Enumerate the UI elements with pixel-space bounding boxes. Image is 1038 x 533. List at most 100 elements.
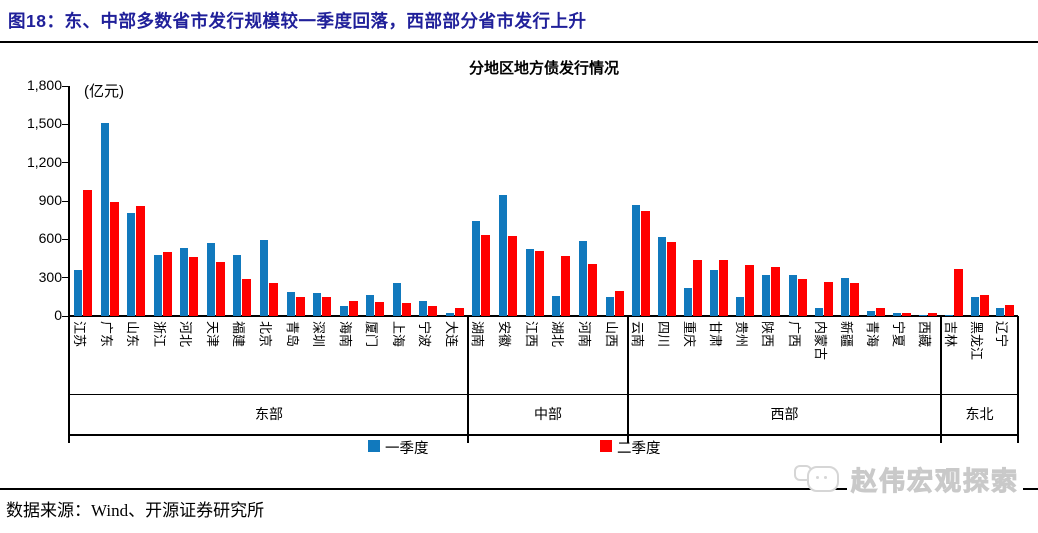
y-tick-mark <box>62 200 68 202</box>
bar-q1-江苏 <box>74 270 83 316</box>
x-category-label: 吉林 <box>942 321 958 348</box>
x-category-label: 大连 <box>443 321 459 348</box>
x-category-label: 宁波 <box>417 321 433 348</box>
bar-q2-青岛 <box>295 296 305 316</box>
bar-q1-大连 <box>445 313 454 316</box>
x-category-label: 江苏 <box>72 321 88 348</box>
y-axis-unit-label: (亿元) <box>84 83 124 100</box>
bar-q2-西藏 <box>927 313 937 316</box>
x-category-label: 广西 <box>786 321 802 348</box>
x-category-label: 浙江 <box>151 321 167 348</box>
bar-q2-吉林 <box>953 269 963 316</box>
x-category-label: 西藏 <box>916 321 932 348</box>
bar-q1-山东 <box>127 212 136 316</box>
x-category-label: 陕西 <box>760 321 776 348</box>
y-tick-mark <box>62 123 68 125</box>
legend-label-二季度: 二季度 <box>617 441 661 457</box>
bar-q2-黑龙江 <box>979 294 989 316</box>
bar-q1-陕西 <box>762 275 771 316</box>
header-divider-line <box>0 41 1038 43</box>
y-tick-label: 1,200 <box>26 153 62 170</box>
bar-q1-辽宁 <box>996 308 1005 316</box>
bar-q1-山西 <box>605 296 614 316</box>
bar-q1-海南 <box>339 306 348 316</box>
bar-q2-福建 <box>242 278 252 316</box>
x-category-label: 山西 <box>603 321 619 348</box>
x-category-label: 厦门 <box>364 321 380 348</box>
x-category-label: 甘肃 <box>708 321 724 348</box>
y-tick-mark <box>62 315 68 317</box>
x-category-label: 辽宁 <box>994 321 1010 348</box>
x-category-label: 青海 <box>864 321 880 348</box>
bar-q1-浙江 <box>153 254 162 316</box>
bar-q1-青岛 <box>286 291 295 316</box>
x-category-label: 安徽 <box>497 321 512 348</box>
y-tick-label: 600 <box>38 230 62 247</box>
chat-bubble-big-icon <box>807 466 839 492</box>
bar-q1-北京 <box>260 239 268 316</box>
x-category-label: 新疆 <box>838 321 854 348</box>
legend-label-一季度: 一季度 <box>385 441 429 457</box>
bar-q2-河南 <box>588 264 597 316</box>
region-divider-line <box>627 316 629 443</box>
bar-q2-江苏 <box>83 189 93 316</box>
bar-q2-重庆 <box>693 260 703 316</box>
bar-q1-安徽 <box>499 194 507 316</box>
y-tick-label: 300 <box>38 268 62 285</box>
category-band-line <box>70 394 1018 395</box>
bar-q1-宁夏 <box>892 313 901 316</box>
bar-q2-湖南 <box>481 234 491 316</box>
bar-q1-江西 <box>525 248 534 316</box>
category-band-line <box>70 434 1018 436</box>
x-category-label: 福建 <box>231 321 247 348</box>
bar-q1-青海 <box>866 310 875 316</box>
x-category-label: 河北 <box>178 321 194 348</box>
x-category-label: 重庆 <box>682 321 698 348</box>
bar-q2-安徽 <box>508 236 517 316</box>
region-label: 东部 <box>255 406 283 422</box>
x-axis-line <box>70 315 1018 317</box>
bar-q1-湖北 <box>552 295 561 316</box>
bar-q1-厦门 <box>366 294 375 316</box>
x-category-label: 北京 <box>258 321 273 348</box>
bar-q1-河北 <box>180 247 189 316</box>
y-tick-label: 0 <box>54 307 62 323</box>
bar-q2-广东 <box>109 201 119 316</box>
bar-q2-贵州 <box>745 264 755 316</box>
region-label: 西部 <box>770 406 799 422</box>
bar-q2-宁波 <box>428 306 438 316</box>
bar-q1-甘肃 <box>710 270 719 316</box>
bubble-eye-dot <box>816 476 819 479</box>
y-tick-mark <box>62 85 68 87</box>
region-label: 东北 <box>965 406 994 422</box>
x-category-label: 上海 <box>390 321 406 348</box>
x-category-label: 云南 <box>630 321 646 348</box>
bar-q1-吉林 <box>944 314 953 316</box>
figure-title: 图18：东、中部多数省市发行规模较一季度回落，西部部分省市发行上升 <box>8 11 587 31</box>
bar-q1-湖南 <box>472 220 481 316</box>
bar-q2-四川 <box>667 241 677 316</box>
bar-q2-浙江 <box>162 252 172 316</box>
bar-q2-广西 <box>797 278 807 316</box>
x-category-label: 海南 <box>337 321 353 348</box>
bar-q2-大连 <box>454 308 464 316</box>
bubble-eye-dot <box>824 476 827 479</box>
y-tick-mark <box>62 277 68 279</box>
bar-q1-新疆 <box>840 278 849 316</box>
y-tick-label: 1,500 <box>26 115 62 132</box>
bar-q1-重庆 <box>684 287 693 316</box>
y-tick-mark <box>62 162 68 164</box>
y-tick-label: 1,800 <box>26 77 62 93</box>
legend-swatch-一季度 <box>368 440 380 452</box>
bar-q1-福建 <box>233 254 242 316</box>
bar-q1-宁波 <box>419 300 428 316</box>
data-source-text: 数据来源：Wind、开源证券研究所 <box>6 501 265 520</box>
bar-q1-西藏 <box>918 314 927 316</box>
bar-q2-海南 <box>348 300 358 316</box>
x-category-label: 湖南 <box>470 321 486 348</box>
bar-q2-湖北 <box>561 255 571 316</box>
watermark-logo: 赵伟宏观探索 <box>794 458 1024 500</box>
x-category-label: 天津 <box>204 321 220 348</box>
